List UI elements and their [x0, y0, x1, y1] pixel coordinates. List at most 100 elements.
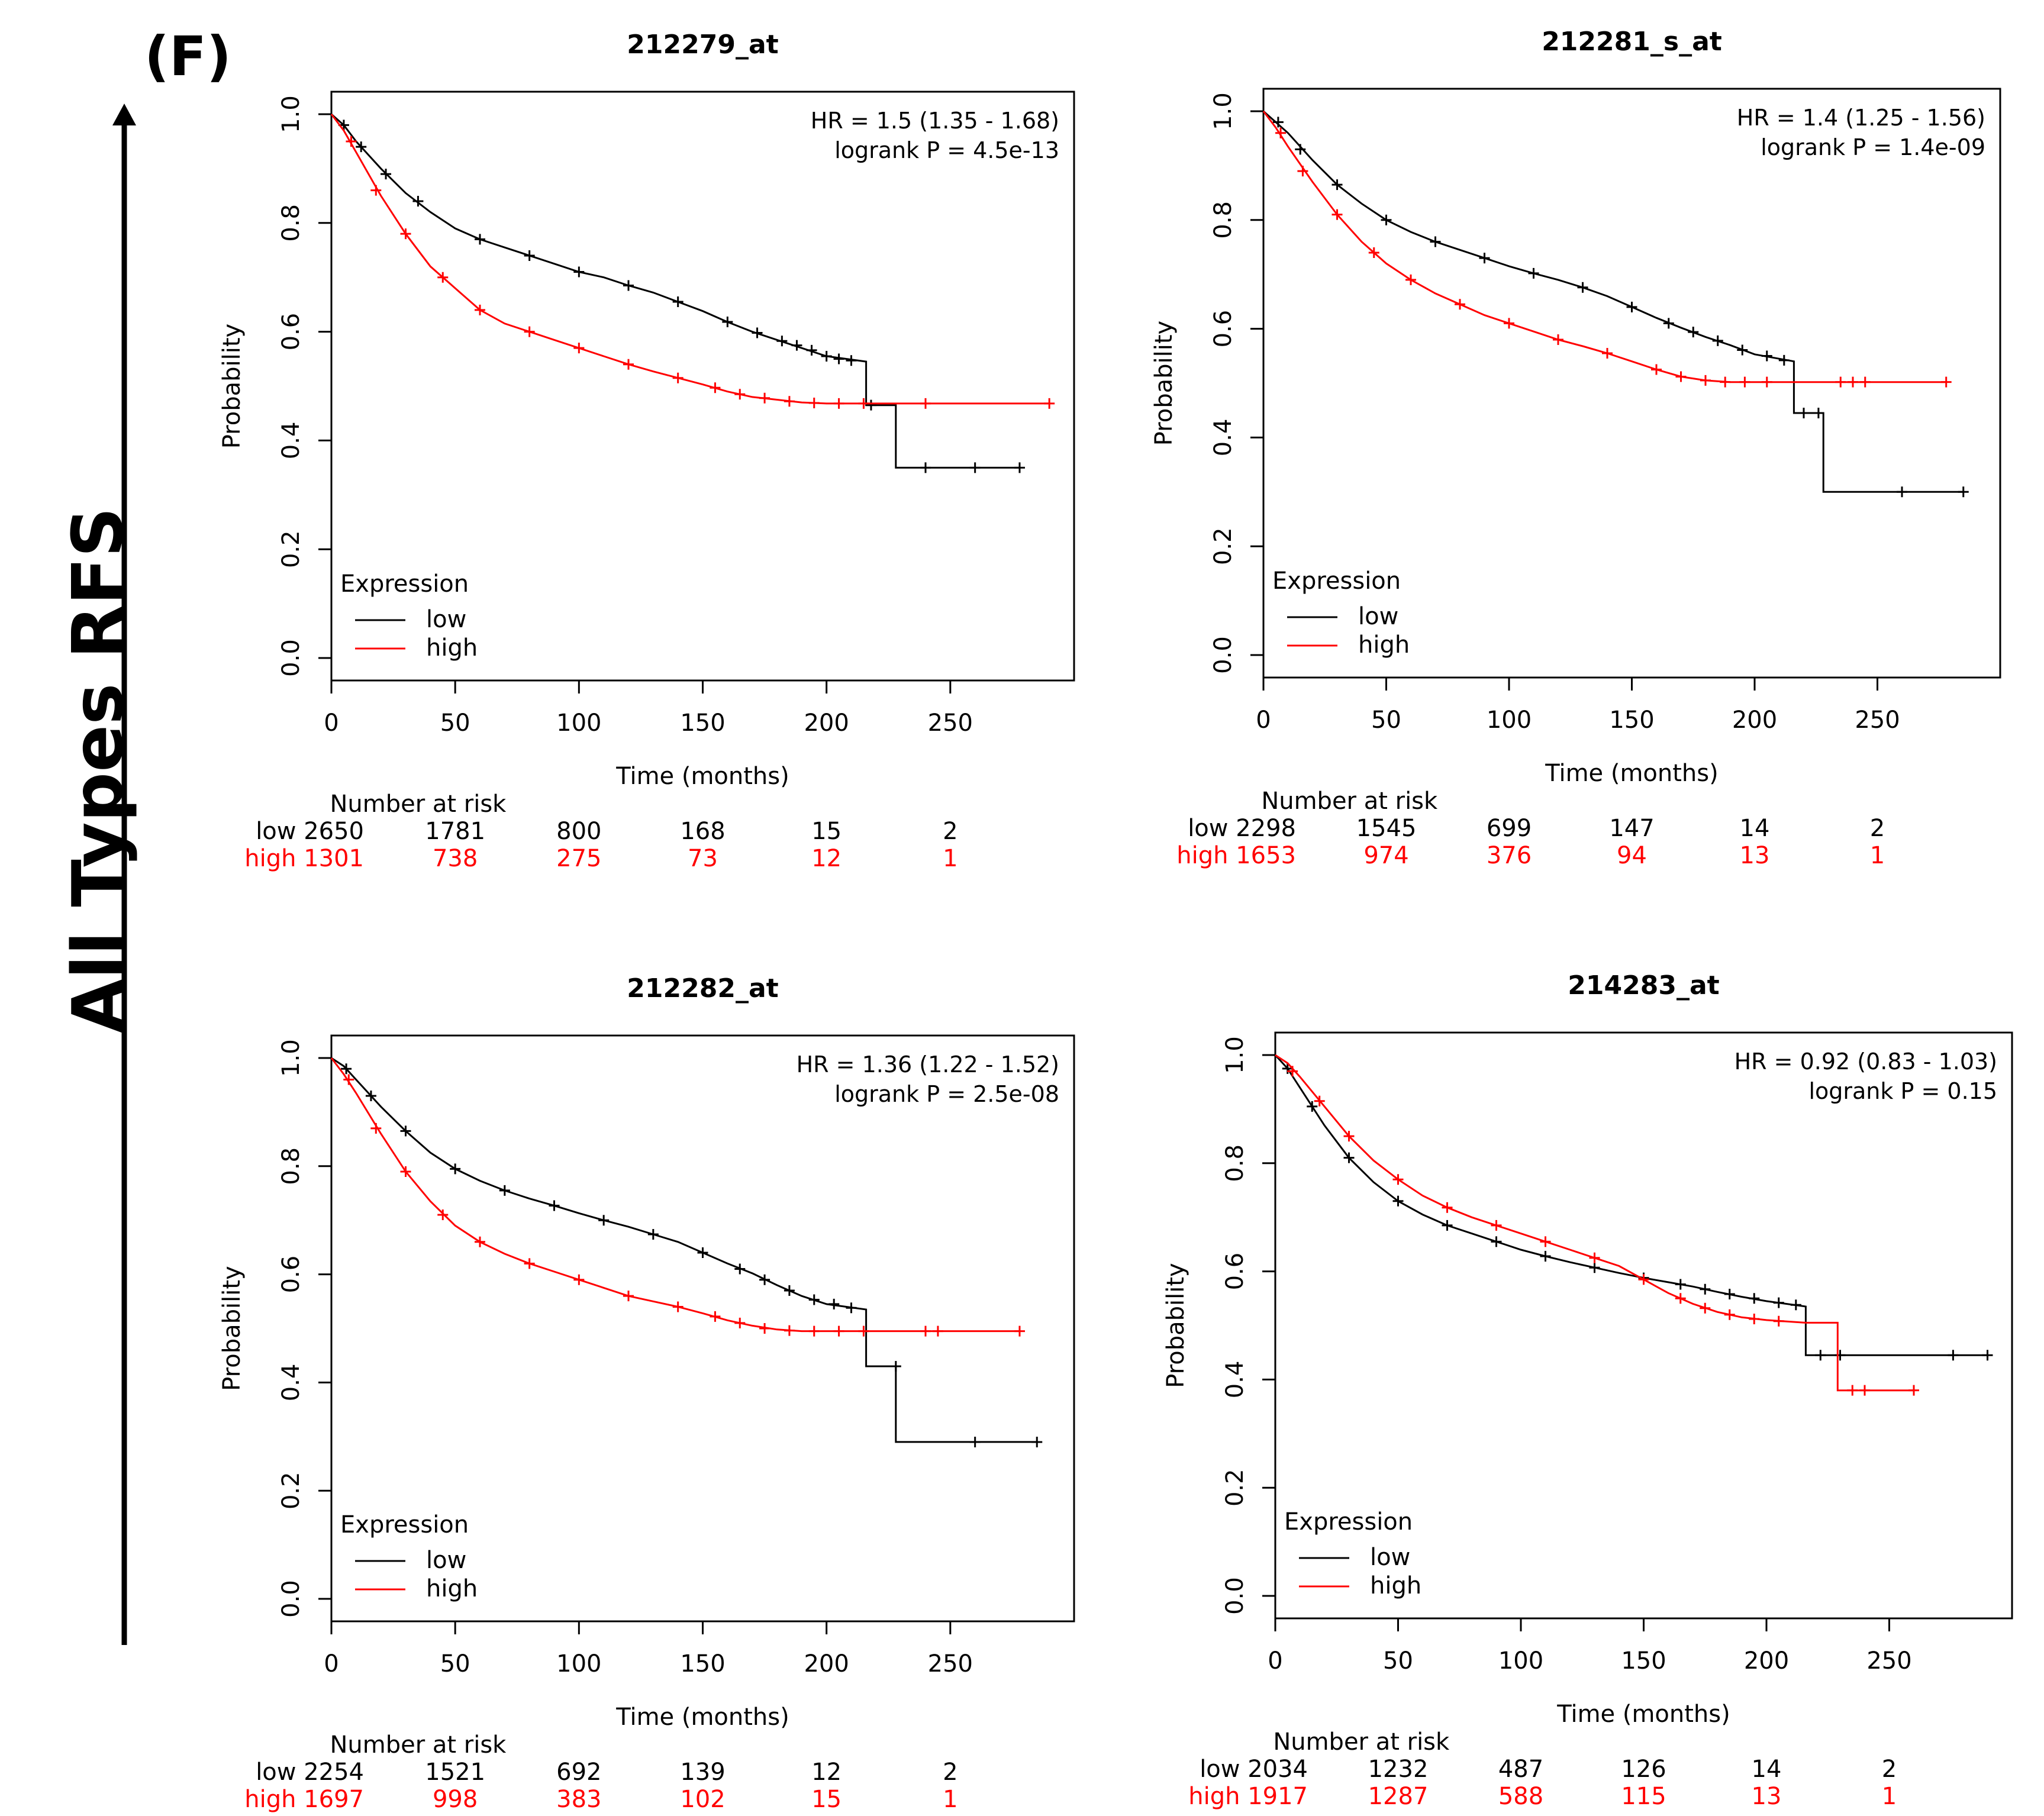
y-tick-label: 0.2	[278, 1472, 305, 1509]
legend-label-low: low	[426, 606, 466, 633]
censor-mark-low	[412, 196, 424, 207]
axis-arrow-head	[112, 104, 136, 125]
censor-mark-low	[381, 169, 392, 180]
risk-low-value: 2	[1882, 1756, 1897, 1783]
censor-mark-low	[1295, 144, 1306, 155]
censor-mark-low	[1589, 1262, 1600, 1273]
risk-low-value: 2	[943, 818, 957, 845]
censor-mark-low	[1700, 1283, 1711, 1295]
censor-mark-low	[598, 1215, 610, 1226]
y-axis-label: Probability	[1162, 1263, 1189, 1388]
x-tick-label: 100	[556, 1650, 601, 1678]
y-tick-label: 0.6	[278, 1256, 305, 1294]
censor-mark-low	[1540, 1251, 1551, 1262]
censor-mark-high	[1491, 1220, 1502, 1231]
censor-mark-high	[833, 398, 844, 409]
x-tick-label: 200	[804, 1650, 849, 1678]
censor-mark-low	[1479, 253, 1490, 264]
x-tick-label: 200	[1732, 707, 1777, 734]
x-tick-label: 250	[928, 1650, 973, 1678]
censor-mark-low	[573, 266, 585, 278]
censor-mark-low	[1626, 301, 1637, 312]
censor-mark-low	[1835, 1350, 1846, 1361]
censor-mark-high	[734, 1317, 746, 1328]
risk-high-value: 115	[1621, 1783, 1666, 1810]
censor-mark-high	[920, 1325, 931, 1337]
legend-label-high: high	[426, 1575, 478, 1602]
x-axis-label: Time (months)	[1556, 1701, 1730, 1728]
censor-mark-high	[808, 1325, 820, 1337]
censor-mark-high	[1773, 1315, 1784, 1327]
y-tick-label: 0.4	[278, 422, 305, 460]
x-tick-label: 50	[1383, 1647, 1413, 1675]
censor-mark-low	[1430, 236, 1441, 247]
censor-mark-high	[1442, 1202, 1453, 1213]
censor-mark-low	[697, 1247, 708, 1259]
x-tick-label: 250	[1855, 707, 1900, 734]
legend-label-high: high	[426, 634, 478, 662]
censor-mark-high	[858, 1325, 869, 1337]
censor-mark-high	[1835, 376, 1846, 388]
censor-mark-high	[672, 372, 684, 383]
censor-mark-low	[524, 250, 535, 261]
censor-mark-low	[1442, 1220, 1453, 1231]
risk-high-value: 1	[943, 845, 957, 872]
censor-mark-high	[1392, 1174, 1404, 1185]
hr-annotation: HR = 1.36 (1.22 - 1.52)	[797, 1051, 1059, 1078]
y-tick-label: 1.0	[1210, 92, 1237, 130]
censor-mark-high	[1405, 274, 1416, 285]
risk-low-value: 147	[1609, 815, 1654, 842]
censor-mark-low	[1663, 318, 1674, 329]
y-tick-label: 0.8	[278, 1147, 305, 1185]
legend-label-low: low	[1370, 1544, 1410, 1571]
legend-label-low: low	[426, 1547, 466, 1574]
risk-low-value: 1232	[1368, 1756, 1429, 1783]
censor-mark-high	[1504, 318, 1514, 329]
censor-mark-high	[437, 272, 449, 283]
censor-mark-low	[1712, 335, 1723, 346]
risk-high-value: 1287	[1368, 1783, 1429, 1810]
censor-mark-high	[1847, 1385, 1858, 1396]
x-tick-label: 100	[1487, 707, 1532, 734]
hr-annotation: HR = 1.5 (1.35 - 1.68)	[811, 108, 1059, 134]
risk-low-value: 487	[1498, 1756, 1543, 1783]
censor-mark-high	[734, 389, 746, 400]
censor-mark-high	[672, 1301, 684, 1312]
censor-mark-low	[1272, 117, 1284, 128]
risk-low-value: 12	[811, 1759, 842, 1786]
censor-mark-low	[1982, 1350, 1993, 1361]
censor-mark-low	[1813, 408, 1824, 419]
censor-mark-high	[1675, 1293, 1686, 1304]
y-tick-label: 0.6	[278, 313, 305, 351]
censor-mark-high	[524, 326, 535, 337]
censor-mark-high	[1940, 376, 1952, 388]
risk-high-value: 998	[433, 1786, 478, 1813]
risk-low-value: 14	[1752, 1756, 1782, 1783]
censor-mark-high	[1553, 334, 1563, 345]
x-tick-label: 100	[556, 709, 601, 737]
km-panel-3: 212282_at 0.0 0.2 0.4 0.6 0.8 1.0 Probability 0 5…	[218, 973, 1075, 1813]
y-tick-label: 0.2	[1210, 527, 1237, 565]
censor-mark-high	[437, 1209, 449, 1221]
y-tick-label: 1.0	[278, 95, 305, 133]
risk-low-value: 15	[811, 818, 842, 845]
censor-mark-high	[1651, 364, 1662, 375]
risk-high-value: 13	[1740, 842, 1770, 869]
risk-high-value: 1	[943, 1786, 957, 1813]
censor-mark-high	[1720, 376, 1731, 388]
censor-mark-low	[865, 399, 876, 411]
censor-mark-high	[1859, 1385, 1870, 1396]
risk-high-value: 94	[1617, 842, 1647, 869]
censor-mark-high	[370, 185, 382, 196]
risk-high-value: 13	[1752, 1783, 1782, 1810]
censor-mark-high	[1287, 1066, 1298, 1077]
risk-high-value: high 1917	[1188, 1783, 1308, 1810]
censor-mark-high	[932, 1325, 943, 1337]
censor-mark-low	[1331, 179, 1343, 191]
risk-header: Number at risk	[1261, 788, 1438, 815]
censor-mark-low	[1778, 354, 1790, 366]
censor-mark-high	[858, 398, 869, 409]
censor-mark-high	[1739, 376, 1750, 388]
x-tick-label: 250	[1866, 1647, 1911, 1675]
logrank-annotation: logrank P = 1.4e-09	[1761, 134, 1985, 160]
